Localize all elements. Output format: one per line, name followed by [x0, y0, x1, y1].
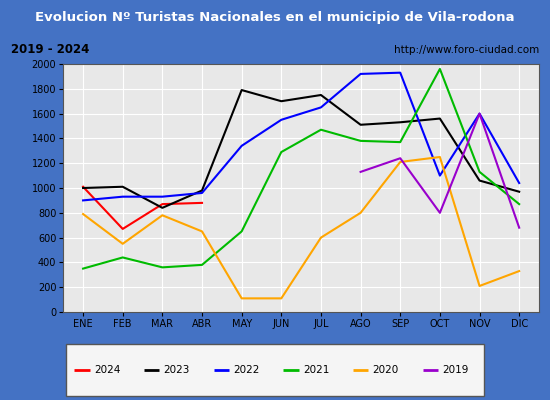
Text: 2024: 2024 [94, 365, 120, 375]
Text: 2019 - 2024: 2019 - 2024 [11, 44, 89, 56]
Text: 2019: 2019 [442, 365, 469, 375]
FancyBboxPatch shape [66, 344, 484, 396]
Text: 2023: 2023 [163, 365, 190, 375]
Text: 2021: 2021 [303, 365, 329, 375]
Text: Evolucion Nº Turistas Nacionales en el municipio de Vila-rodona: Evolucion Nº Turistas Nacionales en el m… [35, 12, 515, 24]
Text: 2020: 2020 [372, 365, 399, 375]
Text: http://www.foro-ciudad.com: http://www.foro-ciudad.com [394, 45, 539, 55]
Text: 2022: 2022 [233, 365, 260, 375]
